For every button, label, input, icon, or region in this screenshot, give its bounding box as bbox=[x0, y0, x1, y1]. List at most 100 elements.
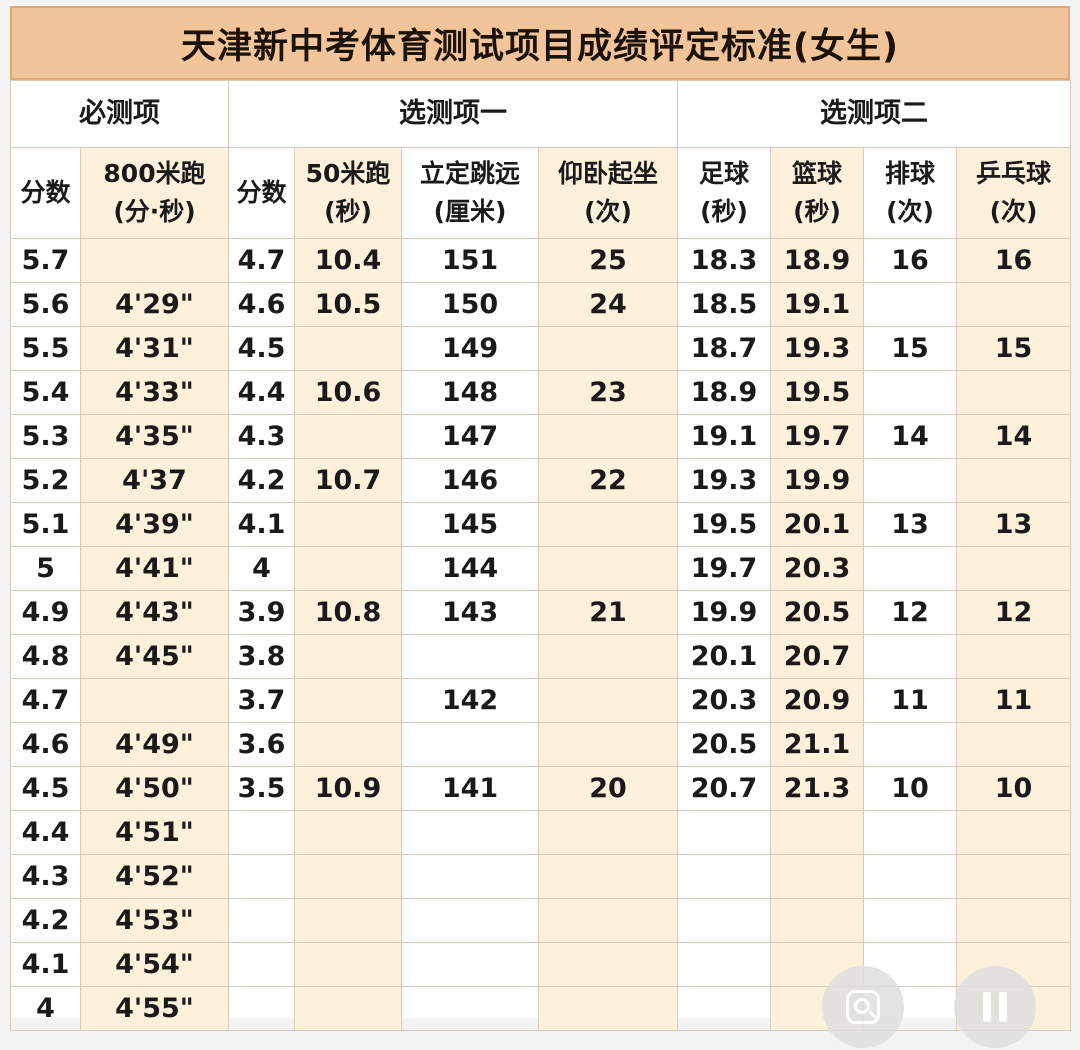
table-cell bbox=[677, 986, 771, 1031]
table-cell: 4.8 bbox=[10, 634, 81, 679]
table-cell: 3.7 bbox=[228, 678, 295, 723]
table-cell: 4'33" bbox=[80, 370, 229, 415]
table-cell: 20.7 bbox=[677, 766, 771, 811]
table-cell bbox=[401, 942, 539, 987]
table-cell bbox=[401, 986, 539, 1031]
column-header-line: 乒乓球 bbox=[975, 159, 1051, 188]
column-header: 乒乓球 (次) bbox=[956, 147, 1071, 239]
column-header: 仰卧起坐 (次) bbox=[538, 147, 678, 239]
column-header-line: 篮球 bbox=[791, 159, 842, 188]
table-cell: 4'37 bbox=[80, 458, 229, 503]
table-cell: 149 bbox=[401, 326, 539, 371]
table-cell: 4.2 bbox=[10, 898, 81, 943]
table-cell: 19.5 bbox=[770, 370, 864, 415]
table-cell: 4.4 bbox=[10, 810, 81, 855]
table-row: 4.2 4'53" bbox=[10, 898, 1071, 943]
table-cell bbox=[294, 898, 402, 943]
table-cell: 148 bbox=[401, 370, 539, 415]
table-row: 4.3 4'52" bbox=[10, 854, 1071, 899]
table-cell bbox=[228, 986, 295, 1031]
table-cell bbox=[956, 634, 1071, 679]
column-header-line: 50米跑 bbox=[305, 159, 391, 188]
table-cell: 11 bbox=[863, 678, 957, 723]
table-cell: 19.1 bbox=[677, 414, 771, 459]
table-row: 4.8 4'45" 3.8 20.1 20.7 bbox=[10, 634, 1071, 679]
table-cell: 4'50" bbox=[80, 766, 229, 811]
table-cell bbox=[956, 370, 1071, 415]
table-cell: 12 bbox=[956, 590, 1071, 635]
table-cell bbox=[294, 678, 402, 723]
column-header-line: 分数 bbox=[236, 178, 287, 207]
table-cell bbox=[956, 810, 1071, 855]
table-cell bbox=[80, 238, 229, 283]
table-cell: 4'35" bbox=[80, 414, 229, 459]
image-search-button[interactable] bbox=[822, 966, 904, 1048]
table-cell bbox=[863, 282, 957, 327]
table-row: 4.5 4'50" 3.5 10.9 141 20 20.7 21.3 10 10 bbox=[10, 766, 1071, 811]
table-cell bbox=[677, 942, 771, 987]
table-cell: 5.5 bbox=[10, 326, 81, 371]
table-cell: 5.7 bbox=[10, 238, 81, 283]
table-cell: 13 bbox=[863, 502, 957, 547]
table-cell: 10.8 bbox=[294, 590, 402, 635]
table-cell bbox=[956, 458, 1071, 503]
table-cell: 4.5 bbox=[10, 766, 81, 811]
table-cell bbox=[538, 986, 678, 1031]
group-header: 选测项一 bbox=[228, 80, 678, 148]
table-cell: 4'29" bbox=[80, 282, 229, 327]
column-header-line: (秒) bbox=[700, 197, 748, 226]
table-cell bbox=[294, 722, 402, 767]
column-header: 50米跑 (秒) bbox=[294, 147, 402, 239]
table-cell bbox=[770, 854, 864, 899]
table-cell: 20.3 bbox=[770, 546, 864, 591]
table-row: 4.6 4'49" 3.6 20.5 21.1 bbox=[10, 722, 1071, 767]
table-row: 5.7 4.7 10.4 151 25 18.3 18.9 16 16 bbox=[10, 238, 1071, 283]
table-cell: 20.5 bbox=[770, 590, 864, 635]
table-cell: 4.1 bbox=[10, 942, 81, 987]
table-cell: 20.7 bbox=[770, 634, 864, 679]
table-cell: 4 bbox=[228, 546, 295, 591]
table-cell: 5.3 bbox=[10, 414, 81, 459]
table-cell bbox=[228, 898, 295, 943]
table-cell: 5 bbox=[10, 546, 81, 591]
table-cell: 20.1 bbox=[677, 634, 771, 679]
table-cell: 147 bbox=[401, 414, 539, 459]
table-cell: 13 bbox=[956, 502, 1071, 547]
table-cell: 18.3 bbox=[677, 238, 771, 283]
pause-button[interactable] bbox=[954, 966, 1036, 1048]
column-header-line: 立定跳远 bbox=[419, 159, 520, 188]
table-cell: 23 bbox=[538, 370, 678, 415]
table-cell bbox=[294, 942, 402, 987]
table-cell: 3.6 bbox=[228, 722, 295, 767]
group-header-row: 必测项 选测项一 选测项二 bbox=[10, 80, 1071, 148]
column-header-row: 分数 800米跑 (分·秒) 分数 50米跑 (秒) 立定跳远 (厘米) 仰卧起坐 (次) 足球 (秒… bbox=[10, 147, 1071, 239]
table-cell: 20.3 bbox=[677, 678, 771, 723]
table-cell: 141 bbox=[401, 766, 539, 811]
table-cell bbox=[538, 502, 678, 547]
table-cell: 4.2 bbox=[228, 458, 295, 503]
table-cell: 19.9 bbox=[770, 458, 864, 503]
table-cell bbox=[80, 678, 229, 723]
table-cell: 10 bbox=[863, 766, 957, 811]
table-cell bbox=[863, 634, 957, 679]
column-header-line: (秒) bbox=[793, 197, 841, 226]
group-header: 必测项 bbox=[10, 80, 229, 148]
table-cell bbox=[770, 942, 864, 987]
table-cell: 20.1 bbox=[770, 502, 864, 547]
group-header: 选测项二 bbox=[677, 80, 1071, 148]
table-cell bbox=[401, 854, 539, 899]
table-cell: 10.5 bbox=[294, 282, 402, 327]
table-cell: 25 bbox=[538, 238, 678, 283]
table-cell: 21 bbox=[538, 590, 678, 635]
table-cell: 19.5 bbox=[677, 502, 771, 547]
table-cell bbox=[401, 810, 539, 855]
table-row: 5.6 4'29" 4.6 10.5 150 24 18.5 19.1 bbox=[10, 282, 1071, 327]
table-cell: 4.3 bbox=[228, 414, 295, 459]
table-cell: 3.9 bbox=[228, 590, 295, 635]
score-table: 必测项 选测项一 选测项二 分数 800米跑 (分·秒) 分数 50米跑 (秒) 立定跳远 (厘米)… bbox=[10, 80, 1071, 1031]
table-cell: 4'53" bbox=[80, 898, 229, 943]
table-cell: 5.4 bbox=[10, 370, 81, 415]
column-header: 分数 bbox=[10, 147, 81, 239]
table-cell bbox=[294, 634, 402, 679]
table-cell bbox=[538, 942, 678, 987]
